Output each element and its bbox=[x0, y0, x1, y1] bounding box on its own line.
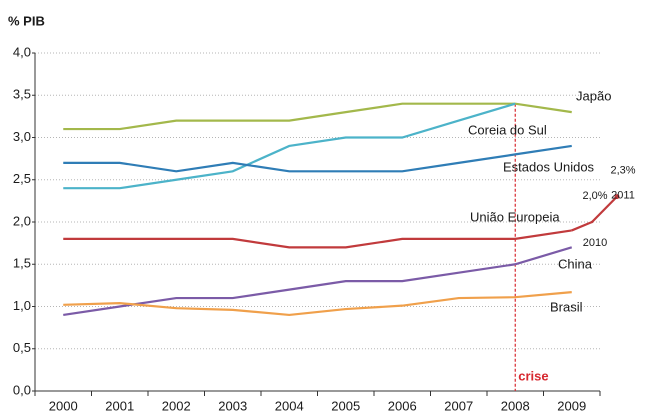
series-line bbox=[63, 229, 572, 249]
y-tick-label: 3,0 bbox=[13, 129, 31, 144]
crisis-label: crise bbox=[518, 368, 548, 383]
series-line bbox=[63, 102, 572, 131]
y-tick-label: 4,0 bbox=[13, 44, 31, 59]
y-tick-label: 0,5 bbox=[13, 340, 31, 355]
x-tick-label: 2008 bbox=[501, 398, 530, 413]
x-tick-label: 2007 bbox=[444, 398, 473, 413]
series-extension bbox=[571, 220, 593, 232]
series-label: Japão bbox=[576, 88, 611, 103]
point bbox=[614, 194, 620, 200]
series-label: União Europeia bbox=[470, 209, 560, 224]
series-label: Coreia do Sul bbox=[468, 122, 547, 137]
year-label: 2011 bbox=[611, 190, 635, 202]
year-label: 2010 bbox=[583, 237, 607, 249]
x-tick-label: 2003 bbox=[218, 398, 247, 413]
series-extension bbox=[591, 195, 618, 223]
series-label: Estados Unidos bbox=[503, 159, 595, 174]
x-tick-label: 2006 bbox=[388, 398, 417, 413]
y-axis-title: % PIB bbox=[8, 13, 45, 28]
x-tick-label: 2009 bbox=[557, 398, 586, 413]
x-tick-label: 2005 bbox=[331, 398, 360, 413]
value-label: 2,0% bbox=[582, 190, 607, 202]
y-tick-label: 3,5 bbox=[13, 87, 31, 102]
y-tick-label: 2,5 bbox=[13, 171, 31, 186]
y-tick-label: 0,0 bbox=[13, 382, 31, 397]
y-tick-label: 2,0 bbox=[13, 213, 31, 228]
series-line bbox=[63, 291, 572, 317]
series-label: China bbox=[558, 256, 593, 271]
x-tick-label: 2000 bbox=[49, 398, 78, 413]
y-tick-label: 1,0 bbox=[13, 298, 31, 313]
series-label: Brasil bbox=[550, 299, 583, 314]
series-line bbox=[63, 246, 573, 317]
series-line bbox=[63, 102, 516, 190]
x-tick-label: 2001 bbox=[105, 398, 134, 413]
y-tick-label: 1,5 bbox=[13, 256, 31, 271]
x-tick-label: 2004 bbox=[275, 398, 304, 413]
series-line bbox=[63, 144, 572, 173]
x-tick-label: 2002 bbox=[162, 398, 191, 413]
value-label: 2,3% bbox=[610, 165, 635, 177]
